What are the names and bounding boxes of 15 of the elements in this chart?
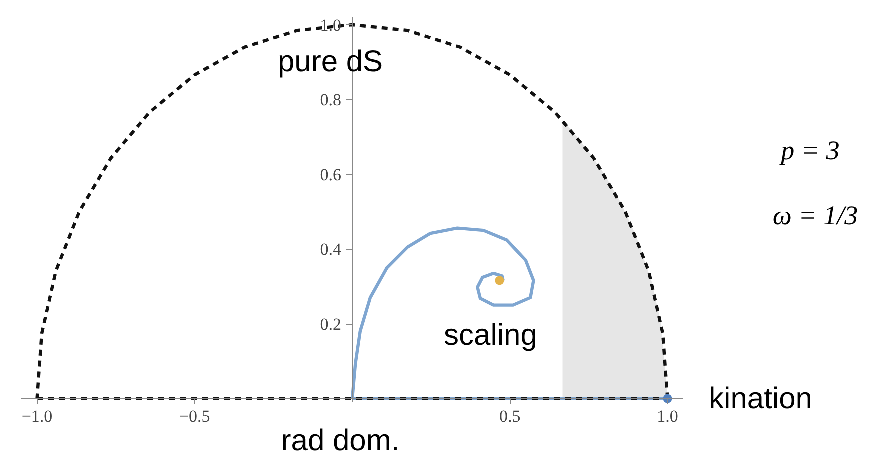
annotation: scaling <box>444 319 538 352</box>
text: ω = 1/3 <box>772 200 858 230</box>
x-tick-label: −1.0 <box>22 406 53 426</box>
y-tick-label: 0.6 <box>320 165 342 184</box>
annotation: kination <box>709 382 812 416</box>
x-tick-label: 0.5 <box>499 406 521 426</box>
text: p = 3 <box>779 136 840 166</box>
y-tick-label: 0.4 <box>320 240 342 260</box>
y-tick-label: 1.0 <box>320 16 342 35</box>
x-tick-label: −0.5 <box>179 406 210 426</box>
annotation: pure dS <box>278 45 384 78</box>
y-tick-label: 0.8 <box>320 90 342 110</box>
y-tick-label: 0.2 <box>320 315 342 334</box>
annotation: rad dom. <box>281 424 400 458</box>
x-tick-label: 1.0 <box>657 406 678 426</box>
